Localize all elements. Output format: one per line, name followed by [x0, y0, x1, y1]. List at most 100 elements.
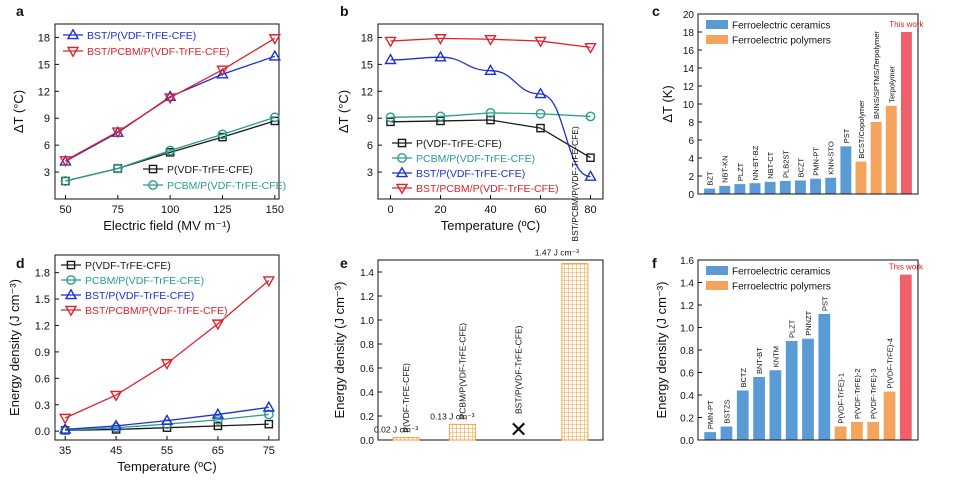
bar: [704, 188, 716, 194]
x-tick-label: 75: [263, 445, 275, 457]
data-point: [264, 419, 274, 429]
bar: [769, 370, 782, 440]
data-point: [485, 107, 496, 118]
series-line: [65, 37, 276, 161]
y-tick-label: 0.6: [360, 364, 374, 375]
panel-label: d: [16, 255, 25, 271]
y-tick-label: 18: [361, 32, 373, 44]
y-tick-label: 1.6: [680, 256, 694, 267]
data-point: [262, 400, 276, 412]
x-tick-label: 150: [266, 204, 284, 216]
data-point: [534, 36, 547, 48]
bar-label: PLB2ST: [781, 150, 790, 178]
bar-label: P(VDF-TrFE)-1: [837, 373, 846, 424]
panel-a: a 50 75 100 125 150 3 6 9 12 15 18 Electric field (M…: [11, 3, 286, 233]
bar-label: BCST/Copolymer: [857, 100, 866, 159]
bar: [764, 181, 776, 194]
y-tick-label: 6: [688, 136, 694, 147]
legend-label: Ferroelectric ceramics: [732, 21, 830, 32]
legend-marker: [64, 288, 78, 300]
bar: [749, 183, 761, 194]
data-point: [263, 409, 274, 420]
bar-label: PCBM/P(VDF-TrFE-CFE): [457, 323, 467, 420]
legend-label: Ferroelectric polymers: [732, 36, 831, 47]
plot-frame: [377, 259, 604, 441]
y-tick-label: 0.8: [680, 346, 694, 357]
data-point: [270, 116, 280, 126]
bar-label: PLZT: [736, 162, 745, 181]
bar-label: BNNS/SPTMS/Terpolymer: [872, 31, 881, 119]
y-axis-label: ΔT (°C): [11, 90, 26, 133]
data-point: [213, 421, 223, 431]
data-point: [386, 117, 395, 127]
y-tick-label: 0.2: [360, 412, 374, 423]
bar: [794, 180, 806, 194]
bar: [885, 105, 897, 194]
legend-marker: [395, 183, 409, 195]
legend-marker: [66, 260, 76, 270]
data-point: [584, 43, 597, 54]
bar: [561, 263, 589, 441]
bar: [900, 32, 912, 194]
bar-label: BST/P(VDF-TrFE-CFE): [514, 325, 524, 414]
data-point: [584, 169, 597, 181]
y-tick-label: 0.8: [360, 340, 374, 351]
bar-label: BST/PCBM/P(VDF-TrFE-CFE): [570, 126, 580, 242]
y-tick-label: 6: [44, 140, 50, 152]
legend-label: Ferroelectric ceramics: [732, 267, 830, 278]
y-tick-label: 0.3: [35, 400, 50, 412]
data-point: [216, 67, 229, 79]
x-axis-label: Electric field (MV m⁻¹): [103, 218, 230, 233]
bar: [720, 426, 733, 440]
x-tick-label: 75: [112, 204, 124, 216]
y-tick-label: 18: [683, 28, 695, 39]
bar: [704, 432, 717, 440]
x-tick-label: 35: [59, 445, 71, 457]
x-tick-label: 50: [59, 204, 71, 216]
y-axis-label: Energy density (J cm⁻³): [7, 279, 22, 416]
series-line: [65, 406, 269, 431]
data-point: [163, 93, 177, 105]
y-tick-label: 6: [367, 140, 373, 152]
bar-label: BCZT: [796, 158, 805, 178]
legend-swatch: [706, 281, 728, 290]
bar: [834, 426, 847, 440]
y-tick-label: 0.6: [35, 373, 50, 385]
plot-frame: [54, 23, 280, 200]
x-tick-label: 45: [110, 445, 122, 457]
y-tick-label: 0.0: [680, 436, 694, 447]
y-tick-label: 0.4: [360, 388, 374, 399]
plot-frame: [697, 259, 919, 441]
series-line: [64, 280, 270, 419]
data-point: [535, 108, 546, 119]
bar-label: PST: [820, 296, 829, 311]
bar: [785, 341, 798, 440]
y-tick-label: 12: [683, 82, 695, 93]
data-point: [58, 413, 72, 425]
y-tick-label: 1.2: [680, 301, 694, 312]
y-tick-label: 20: [683, 10, 695, 21]
legend-label: PCBM/P(VDF-TrFE-CFE): [167, 180, 286, 192]
x-tick-label: 0: [387, 204, 393, 216]
bar-label: BNT-BT: [755, 347, 764, 374]
y-axis-label: Energy density (J cm⁻³): [332, 282, 347, 419]
data-point: [534, 87, 547, 99]
data-label: 0.02 J cm⁻³: [374, 425, 418, 435]
bar-label: NN-BT-BZ: [751, 145, 760, 180]
y-tick-label: 4: [688, 154, 694, 165]
bar: [734, 184, 746, 194]
bar-label: P(VDF-TrFE)-2: [853, 368, 862, 419]
panel-c: c 0 2 4 6 8 10 12 14 16 18 20 ΔT (K) BZT NBT-KN PLZT NN-…: [652, 3, 925, 201]
y-tick-label: 12: [38, 86, 50, 98]
legend-label: P(VDF-TrFE-CFE): [416, 138, 502, 150]
bar-label: BSTZS: [722, 399, 731, 423]
series-line: [390, 56, 591, 178]
panel-b: b 0 20 40 60 80 3 6 9 12 15 18 Temperature (ºC) ΔT (°…: [336, 3, 604, 233]
bar: [840, 146, 852, 194]
data-point: [60, 176, 71, 186]
data-point: [268, 34, 282, 45]
data-point: [109, 390, 123, 402]
bar-label: KNTM: [771, 346, 780, 367]
bar: [818, 314, 831, 440]
